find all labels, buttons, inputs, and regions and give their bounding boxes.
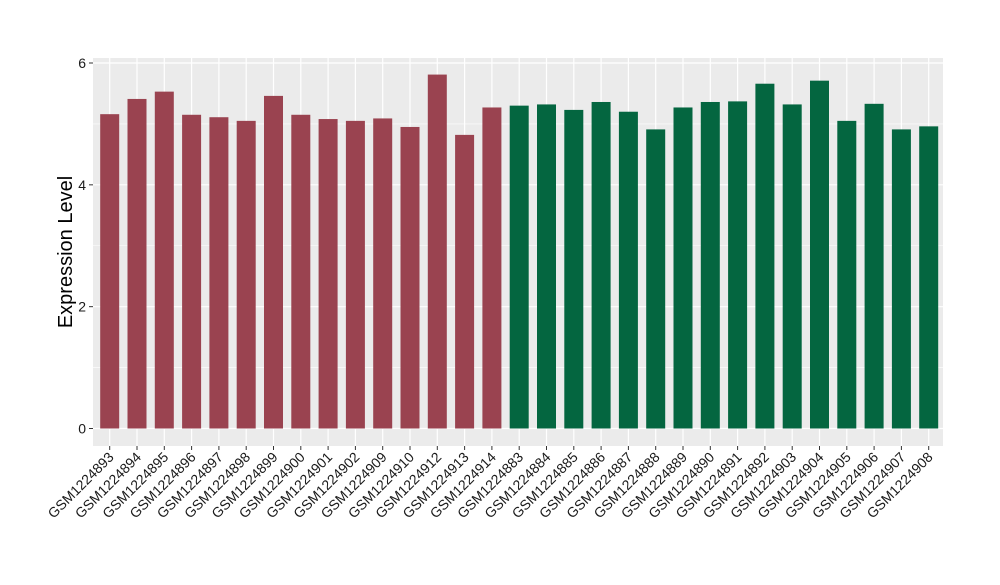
bar-GSM1224909 (373, 118, 393, 429)
y-axis: 0 2 4 6 (78, 55, 93, 437)
bar-GSM1224905 (837, 120, 857, 429)
bar-GSM1224885 (564, 109, 584, 429)
bar-GSM1224894 (127, 98, 147, 429)
bar-GSM1224902 (345, 120, 365, 429)
bar-GSM1224913 (455, 134, 475, 429)
bar-GSM1224901 (318, 119, 338, 429)
y-tick-label: 0 (78, 421, 86, 437)
bar-GSM1224895 (154, 91, 174, 429)
bar-GSM1224903 (782, 104, 802, 429)
y-axis-title: Expression Level (55, 176, 77, 328)
bar-GSM1224883 (509, 105, 529, 429)
bar-GSM1224899 (264, 95, 283, 429)
bar-layer (100, 74, 939, 429)
bar-GSM1224908 (919, 126, 939, 429)
bar-GSM1224891 (728, 101, 748, 429)
bar-GSM1224907 (891, 129, 911, 429)
y-tick-label: 4 (78, 177, 86, 193)
x-axis: GSM1224893GSM1224894GSM1224895GSM1224896… (44, 446, 936, 521)
bar-GSM1224889 (673, 107, 693, 429)
bar-GSM1224912 (427, 74, 447, 429)
bar-GSM1224888 (646, 129, 666, 429)
bar-GSM1224887 (618, 111, 638, 429)
bar-GSM1224890 (700, 101, 720, 429)
y-tick-label: 6 (78, 55, 86, 71)
bar-GSM1224897 (209, 117, 229, 429)
bar-GSM1224904 (810, 80, 829, 429)
bar-GSM1224910 (400, 126, 420, 429)
bar-GSM1224914 (482, 107, 502, 429)
bar-GSM1224893 (100, 114, 120, 429)
bar-GSM1224900 (291, 114, 311, 429)
bar-GSM1224892 (755, 83, 775, 429)
bar-GSM1224886 (591, 101, 611, 429)
bar-GSM1224906 (864, 103, 884, 429)
bar-GSM1224884 (537, 104, 556, 429)
bar-GSM1224896 (182, 114, 202, 429)
bar-GSM1224898 (236, 120, 256, 429)
y-tick-label: 2 (78, 299, 86, 315)
